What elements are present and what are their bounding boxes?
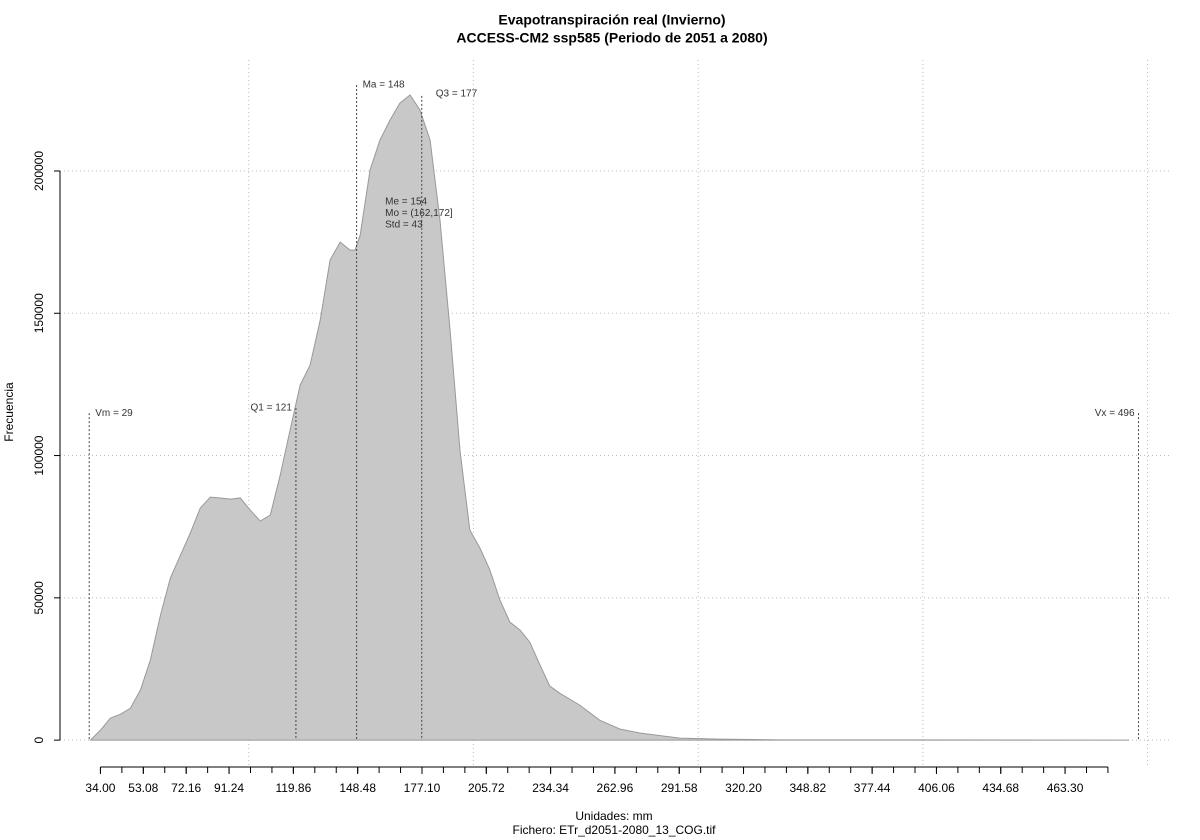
- x-tick-label: 320.20: [725, 781, 762, 795]
- stats-label: Mo = (162,172]: [385, 208, 453, 219]
- x-tick-label: 463.30: [1047, 781, 1084, 795]
- caption: Fichero: ETr_d2051-2080_13_COG.tif: [513, 823, 717, 837]
- marker-label: Vx = 496: [1095, 408, 1135, 419]
- x-tick-label: 348.82: [789, 781, 826, 795]
- y-tick-label: 200000: [32, 151, 46, 191]
- x-tick-label: 148.48: [339, 781, 376, 795]
- x-tick-label: 406.06: [918, 781, 955, 795]
- stats-label: Std = 43: [385, 220, 423, 231]
- marker-label: Q1 = 121: [251, 403, 293, 414]
- marker-label: Q3 = 177: [436, 88, 478, 99]
- x-tick-label: 53.08: [128, 781, 158, 795]
- x-tick-label: 34.00: [85, 781, 115, 795]
- marker-label: Ma = 148: [363, 80, 405, 91]
- x-tick-label: 72.16: [171, 781, 201, 795]
- x-tick-label: 91.24: [214, 781, 244, 795]
- x-tick-label: 234.34: [532, 781, 569, 795]
- marker-label: Vm = 29: [95, 408, 133, 419]
- y-tick-label: 0: [32, 736, 46, 743]
- y-tick-label: 100000: [32, 435, 46, 475]
- x-tick-label: 434.68: [982, 781, 1019, 795]
- x-axis-label: Unidades: mm: [575, 809, 652, 823]
- x-tick-label: 291.58: [661, 781, 698, 795]
- chart-subtitle: ACCESS-CM2 ssp585 (Periodo de 2051 a 208…: [456, 30, 767, 46]
- y-axis-label: Frecuencia: [2, 382, 16, 442]
- x-tick-label: 119.86: [275, 781, 311, 795]
- y-tick-label: 150000: [32, 293, 46, 333]
- y-tick-label: 50000: [32, 581, 46, 615]
- stats-label: Me = 154: [385, 197, 427, 208]
- x-tick-label: 262.96: [597, 781, 634, 795]
- chart-title: Evapotranspiración real (Invierno): [498, 12, 725, 28]
- density-area: [89, 94, 1130, 741]
- x-tick-label: 377.44: [854, 781, 891, 795]
- x-tick-label: 177.10: [404, 781, 441, 795]
- x-tick-label: 205.72: [468, 781, 505, 795]
